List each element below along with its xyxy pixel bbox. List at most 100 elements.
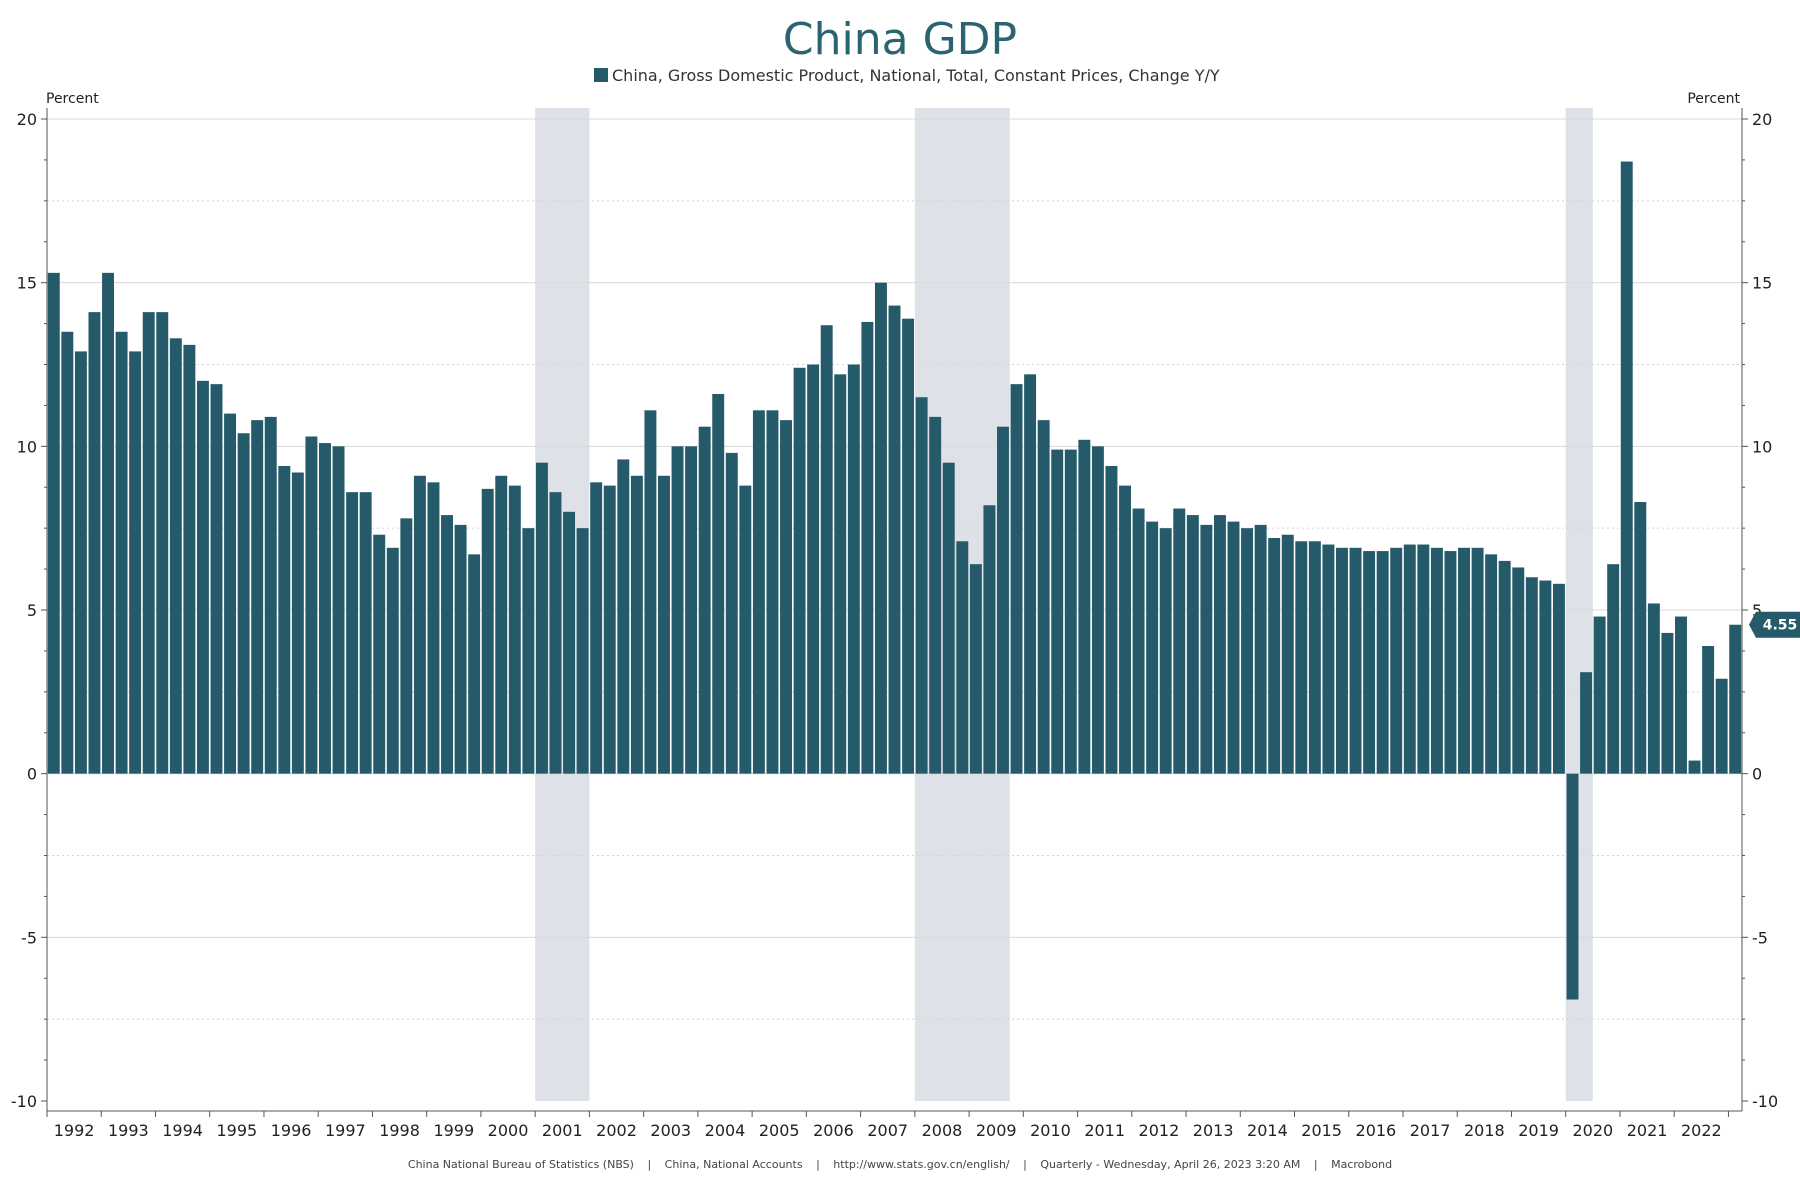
bar-107: [1498, 560, 1511, 774]
bar-66: [942, 462, 955, 774]
bar-36: [535, 462, 548, 774]
bar-28: [427, 482, 440, 774]
bar-27: [413, 475, 426, 774]
bar-65: [929, 416, 942, 774]
x-tick-label: 2015: [1301, 1121, 1342, 1140]
bar-90: [1268, 537, 1281, 774]
y-tick-labels: -10 -10 -5 -5 0 0 5 5 10 10 15 15 20 20: [11, 110, 1778, 1111]
bar-121: [1688, 760, 1701, 774]
footer-sep-1: |: [647, 1158, 651, 1171]
bar-84: [1186, 515, 1199, 774]
x-tick-label: 1995: [216, 1121, 257, 1140]
bar-87: [1227, 521, 1240, 774]
bar-57: [820, 325, 833, 774]
chart-title: China GDP: [783, 14, 1017, 65]
bar-1: [61, 331, 74, 774]
bar-60: [861, 321, 874, 774]
bar-88: [1241, 528, 1254, 774]
legend: China, Gross Domestic Product, National,…: [594, 66, 1220, 85]
bar-26: [400, 518, 413, 774]
axes: [41, 108, 1748, 1117]
right-axis-unit: Percent: [1687, 91, 1740, 107]
bar-25: [386, 547, 399, 774]
x-tick-label: 2007: [867, 1121, 908, 1140]
x-tick-labels: 1992 1993 1994 1995 1996 1997 1998 1999 2000 2001…: [54, 1121, 1722, 1140]
footer-source: China National Bureau of Statistics (NBS…: [408, 1158, 634, 1171]
bar-37: [549, 492, 562, 774]
legend-swatch: [594, 68, 608, 82]
bar-11: [196, 380, 209, 774]
bar-19: [305, 436, 318, 774]
bar-123: [1715, 678, 1728, 774]
footer-sep-3: |: [1023, 1158, 1027, 1171]
x-tick-label: 2010: [1030, 1121, 1071, 1140]
bar-69: [983, 505, 996, 774]
bar-77: [1091, 446, 1104, 774]
bar-93: [1308, 541, 1321, 774]
x-tick-label: 2020: [1572, 1121, 1613, 1140]
bar-99: [1390, 547, 1403, 774]
bar-96: [1349, 547, 1362, 774]
x-tick-label: 1999: [433, 1121, 474, 1140]
footer-vendor: Macrobond: [1331, 1158, 1392, 1171]
bar-70: [997, 426, 1009, 774]
bar-5: [115, 331, 128, 774]
y-tick-label-right: -10: [1752, 1092, 1778, 1111]
footer-dataset: China, National Accounts: [665, 1158, 803, 1171]
bar-41: [603, 485, 616, 774]
bar-22: [346, 492, 359, 774]
bar-73: [1037, 420, 1050, 774]
bar-86: [1213, 515, 1226, 774]
footer-text: China National Bureau of Statistics (NBS…: [408, 1158, 1392, 1171]
bar-44: [644, 410, 657, 774]
bar-72: [1024, 374, 1037, 774]
bar-91: [1281, 534, 1294, 774]
x-tick-label: 1998: [379, 1121, 420, 1140]
x-tick-label: 2018: [1464, 1121, 1505, 1140]
bar-15: [251, 420, 264, 774]
bar-54: [780, 420, 792, 774]
x-tick-label: 1993: [108, 1121, 149, 1140]
x-tick-label: 2013: [1193, 1121, 1234, 1140]
bar-115: [1607, 564, 1620, 774]
bar-71: [1010, 384, 1023, 774]
bar-101: [1417, 544, 1430, 774]
x-tick-label: 2009: [976, 1121, 1017, 1140]
bar-7: [142, 312, 155, 774]
bar-3: [88, 312, 101, 774]
y-tick-label-right: 0: [1752, 765, 1762, 784]
bar-82: [1159, 528, 1172, 774]
bar-113: [1580, 672, 1593, 774]
y-tick-label-left: 10: [17, 437, 37, 456]
footer-sep-2: |: [816, 1158, 820, 1171]
x-tick-label: 2016: [1356, 1121, 1397, 1140]
bar-46: [671, 446, 684, 774]
bar-17: [278, 465, 291, 774]
bar-76: [1078, 439, 1091, 774]
bar-100: [1403, 544, 1416, 774]
bar-20: [319, 443, 331, 774]
bar-116: [1620, 161, 1633, 774]
x-tick-label: 2000: [488, 1121, 529, 1140]
x-tick-label: 1994: [162, 1121, 203, 1140]
bar-104: [1458, 547, 1470, 774]
bar-112: [1566, 773, 1579, 1000]
x-tick-label: 2005: [759, 1121, 800, 1140]
bar-74: [1051, 449, 1064, 774]
bar-55: [793, 367, 806, 774]
y-tick-label-right: 15: [1752, 274, 1772, 293]
x-tick-label: 1996: [271, 1121, 312, 1140]
bar-85: [1200, 524, 1213, 774]
y-tick-label-left: -5: [21, 928, 37, 947]
y-tick-label-left: 0: [27, 765, 37, 784]
bar-50: [725, 452, 738, 774]
bar-80: [1132, 508, 1145, 774]
bar-33: [495, 475, 508, 774]
bar-117: [1634, 501, 1647, 774]
bar-47: [685, 446, 698, 774]
bar-63: [902, 318, 915, 774]
bar-30: [454, 524, 467, 774]
footer: China National Bureau of Statistics (NBS…: [408, 1158, 1392, 1171]
bar-2: [74, 351, 87, 774]
